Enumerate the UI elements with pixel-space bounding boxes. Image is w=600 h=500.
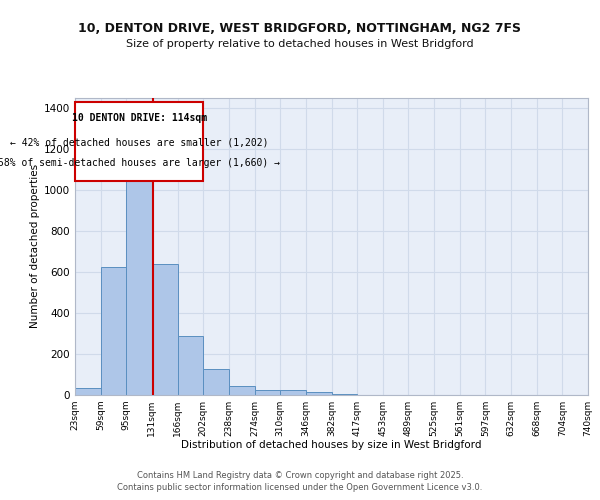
Text: 58% of semi-detached houses are larger (1,660) →: 58% of semi-detached houses are larger (… <box>0 158 280 168</box>
Bar <box>203 370 229 395</box>
Text: 10 DENTON DRIVE: 114sqm: 10 DENTON DRIVE: 114sqm <box>71 112 206 122</box>
Bar <box>75 388 101 395</box>
Bar <box>280 390 306 395</box>
FancyBboxPatch shape <box>75 102 203 181</box>
Bar <box>178 336 203 395</box>
Y-axis label: Number of detached properties: Number of detached properties <box>30 164 40 328</box>
Bar <box>152 264 178 395</box>
Bar <box>331 394 357 395</box>
Text: Contains public sector information licensed under the Open Government Licence v3: Contains public sector information licen… <box>118 483 482 492</box>
Text: ← 42% of detached houses are smaller (1,202): ← 42% of detached houses are smaller (1,… <box>10 138 268 148</box>
Text: Contains HM Land Registry data © Crown copyright and database right 2025.: Contains HM Land Registry data © Crown c… <box>137 472 463 480</box>
X-axis label: Distribution of detached houses by size in West Bridgford: Distribution of detached houses by size … <box>181 440 482 450</box>
Bar <box>254 390 280 395</box>
Bar <box>127 170 152 395</box>
Bar <box>229 386 254 395</box>
Text: Size of property relative to detached houses in West Bridgford: Size of property relative to detached ho… <box>126 39 474 49</box>
Text: 10, DENTON DRIVE, WEST BRIDGFORD, NOTTINGHAM, NG2 7FS: 10, DENTON DRIVE, WEST BRIDGFORD, NOTTIN… <box>79 22 521 35</box>
Bar <box>306 392 331 395</box>
Bar <box>101 267 127 395</box>
